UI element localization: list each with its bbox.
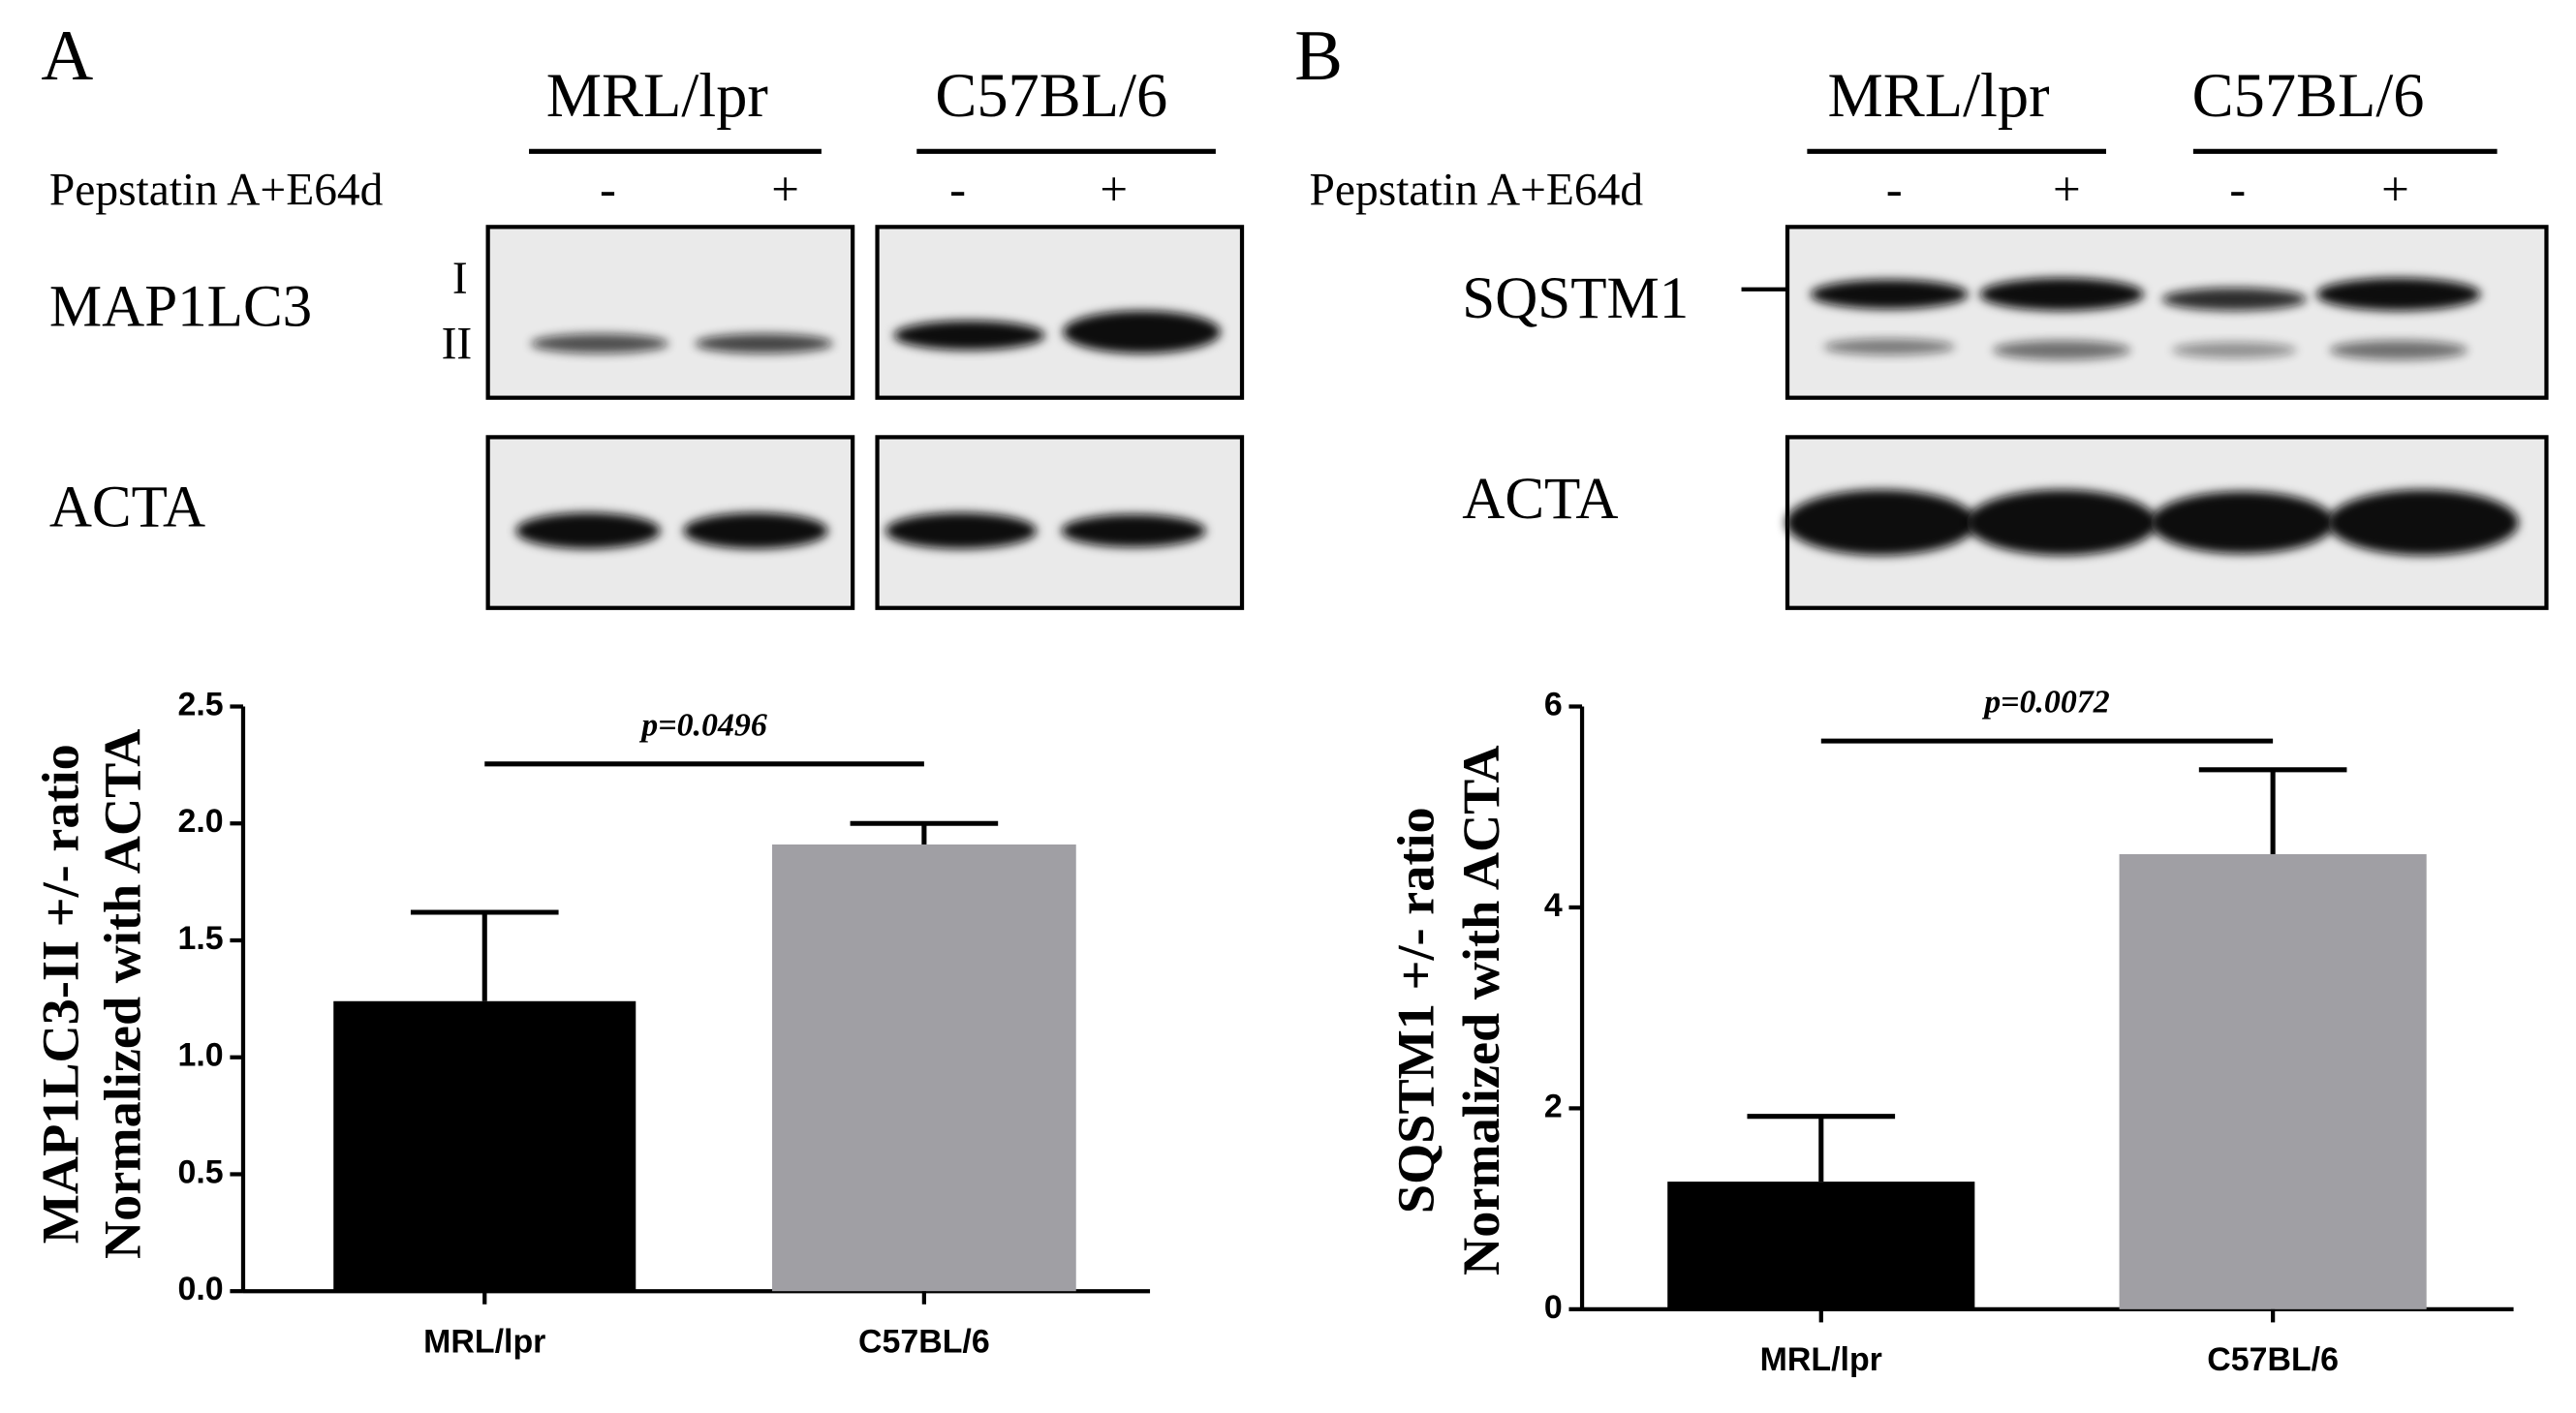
band — [1966, 489, 2157, 556]
y-tick-label: 1.0 — [177, 1037, 223, 1074]
x-tick-label: MRL/lpr — [1760, 1341, 1882, 1378]
band — [2161, 288, 2307, 311]
band — [2171, 342, 2297, 358]
sign: - — [600, 163, 616, 217]
blot — [485, 225, 855, 400]
sign: - — [2229, 163, 2246, 217]
y-tick-label: 6 — [1544, 686, 1563, 722]
y-tick-label: 0 — [1544, 1289, 1563, 1326]
band — [2329, 340, 2468, 360]
sign: - — [1886, 163, 1903, 217]
group-label: MRL/lpr — [546, 61, 768, 130]
p-value: p=0.0496 — [638, 707, 767, 743]
y-axis-label: Normalized with ACTA — [94, 729, 152, 1259]
bar — [333, 1000, 636, 1292]
band — [530, 333, 669, 353]
band-label: I — [452, 254, 468, 304]
y-axis-label: SQSTM1 +/- ratio — [1386, 807, 1444, 1213]
bar — [1667, 1182, 1975, 1309]
y-axis-label: MAP1LC3-II +/- ratio — [31, 744, 89, 1244]
y-tick-label: 2.0 — [177, 803, 223, 840]
y-tick-label: 2 — [1544, 1088, 1563, 1124]
band — [1823, 338, 1955, 355]
row-label: ACTA — [49, 475, 205, 539]
treatment-label: Pepstatin A+E64d — [49, 165, 384, 215]
y-axis-label: Normalized with ACTA — [1452, 745, 1510, 1275]
band — [885, 512, 1038, 549]
band — [1992, 340, 2131, 360]
y-tick-label: 4 — [1544, 887, 1563, 924]
group-label: C57BL/6 — [2192, 61, 2425, 130]
blot-panel-a: A MRL/lpr C57BL/6 Pepstatin A+E64d - + -… — [41, 16, 1245, 610]
panel-letter: B — [1294, 16, 1343, 96]
sign: + — [1100, 163, 1128, 217]
band — [1061, 514, 1206, 548]
band — [683, 512, 828, 549]
sign: + — [771, 163, 799, 217]
y-tick-label: 0.0 — [177, 1271, 223, 1307]
band — [1063, 310, 1221, 353]
y-tick-label: 2.5 — [177, 686, 223, 722]
sign: + — [2053, 163, 2081, 217]
band — [515, 512, 661, 549]
band — [2327, 489, 2519, 556]
band — [1785, 489, 1977, 556]
band — [1979, 277, 2145, 311]
blot — [875, 225, 1245, 400]
x-tick-label: C57BL/6 — [2207, 1341, 2339, 1378]
group-label: C57BL/6 — [935, 61, 1167, 130]
blot — [1785, 225, 2549, 400]
band — [695, 333, 833, 353]
bar — [2119, 853, 2427, 1309]
blot-panel-b: B MRL/lpr C57BL/6 Pepstatin A+E64d - + -… — [1294, 16, 2549, 610]
band — [893, 320, 1045, 351]
sign: - — [949, 163, 966, 217]
x-tick-label: MRL/lpr — [423, 1323, 545, 1360]
row-label: SQSTM1 — [1462, 266, 1689, 331]
p-value: p=0.0072 — [1981, 685, 2110, 721]
y-tick-label: 1.5 — [177, 920, 223, 957]
band — [2316, 277, 2481, 311]
bar — [772, 844, 1076, 1292]
group-label: MRL/lpr — [1827, 61, 2049, 130]
y-tick-label: 0.5 — [177, 1153, 223, 1190]
sign: + — [2381, 163, 2409, 217]
band — [2150, 491, 2335, 554]
row-label: ACTA — [1462, 467, 1618, 532]
band — [1810, 279, 1969, 310]
band-label: II — [442, 320, 473, 370]
panel-letter: A — [41, 16, 93, 96]
x-tick-label: C57BL/6 — [858, 1323, 990, 1360]
treatment-label: Pepstatin A+E64d — [1310, 165, 1644, 215]
row-label: MAP1LC3 — [49, 275, 312, 340]
